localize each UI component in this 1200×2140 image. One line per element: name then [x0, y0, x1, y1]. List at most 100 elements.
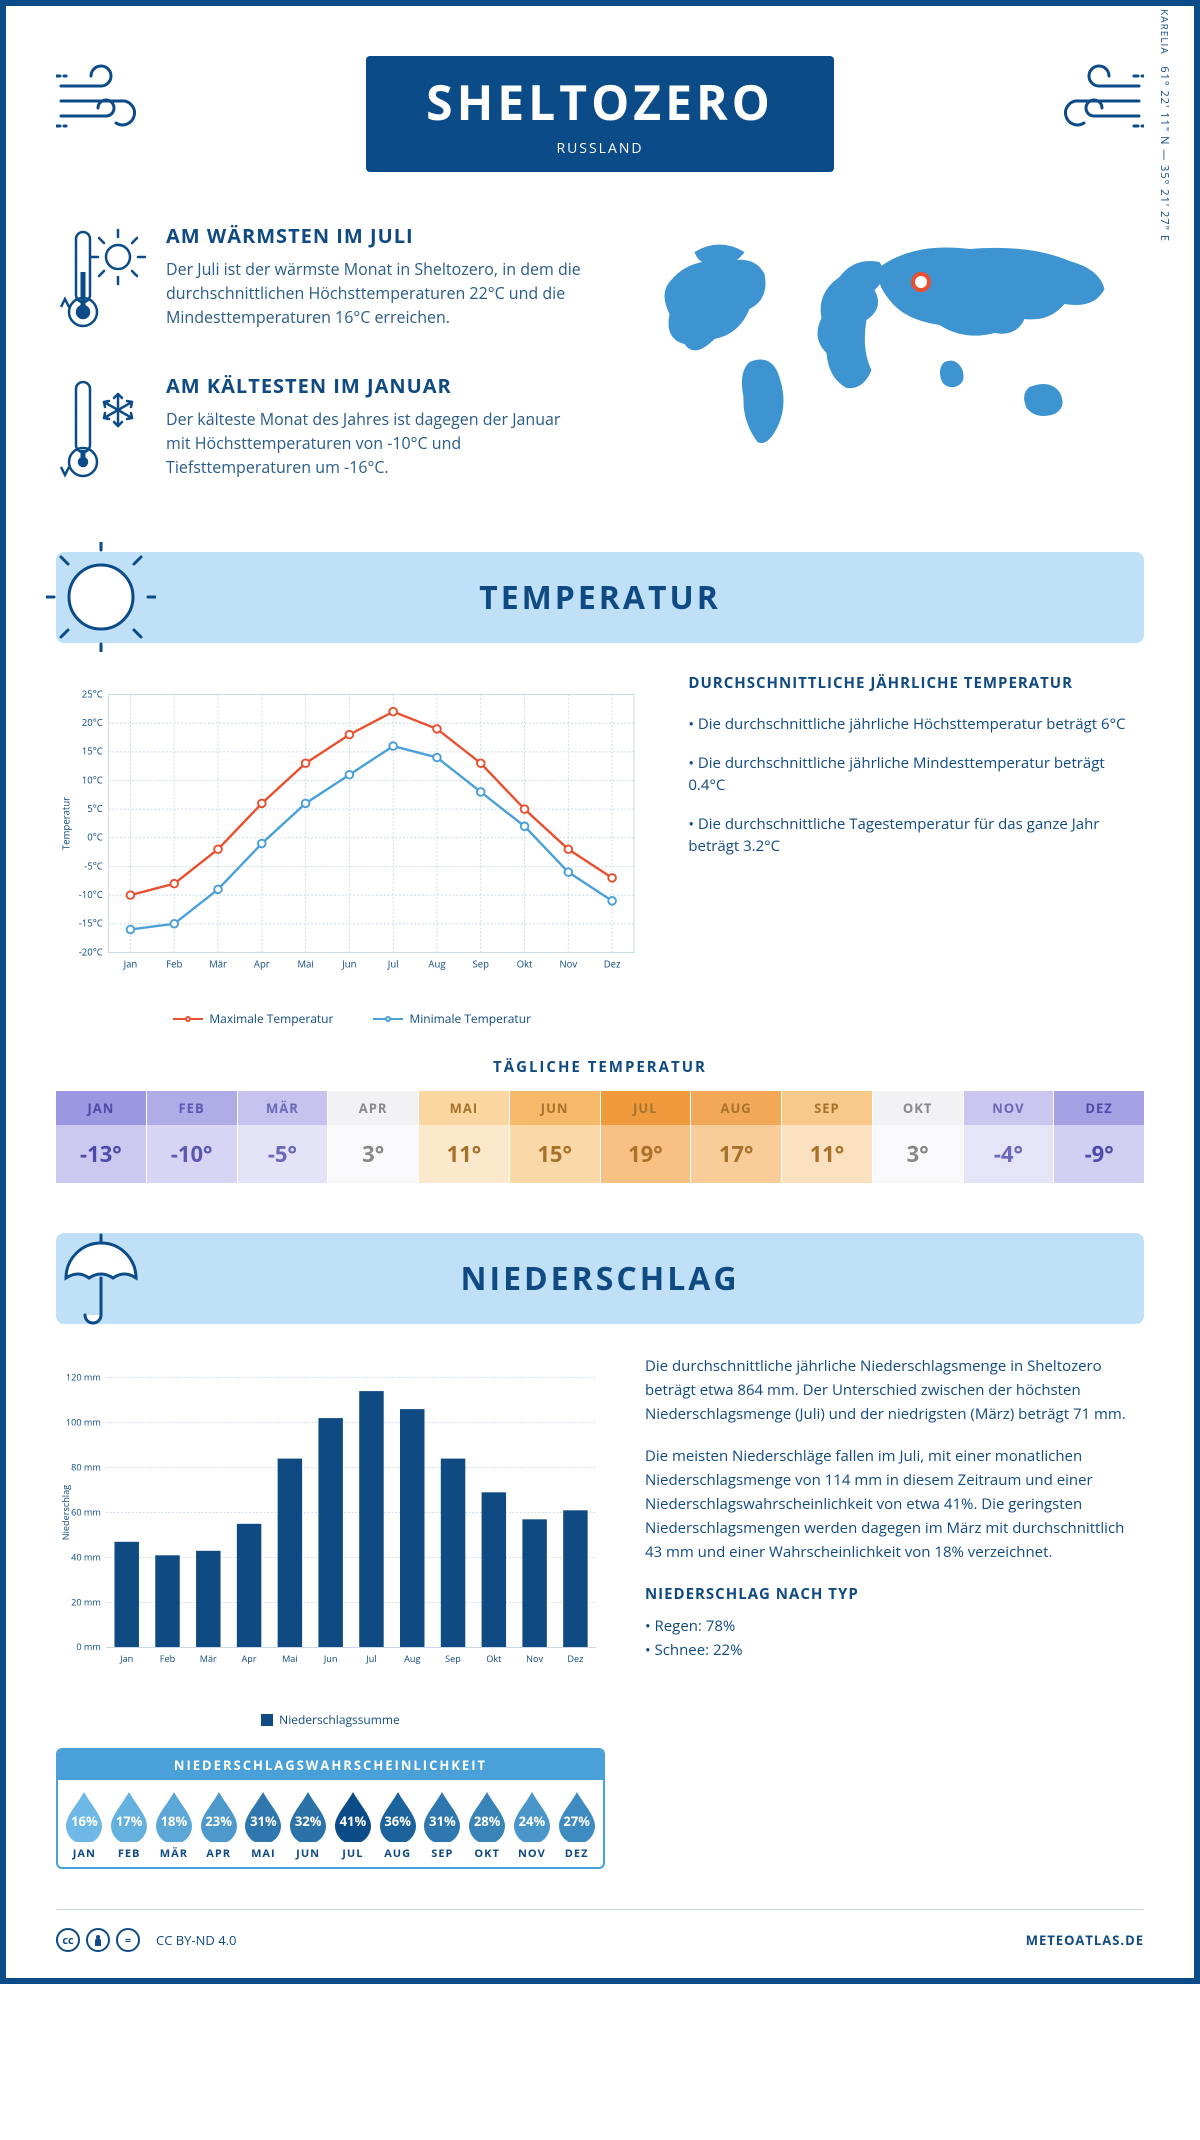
precipitation-row: 0 mm 20 mm 40 mm 60 mm 80 mm 100 mm 120 mm Nied… [56, 1354, 1144, 1869]
svg-text:5°C: 5°C [87, 802, 103, 815]
svg-text:120 mm: 120 mm [66, 1370, 101, 1383]
fact-warmest: AM WÄRMSTEN IM JULI Der Juli ist der wär… [56, 222, 585, 342]
probability-title: NIEDERSCHLAGSWAHRSCHEINLICHKEIT [58, 1750, 603, 1780]
fact-text: Der Juli ist der wärmste Monat in Shelto… [166, 257, 585, 329]
probability-cell: 36% AUG [375, 1790, 420, 1861]
svg-text:Mär: Mär [209, 958, 227, 971]
daily-temp-cell: JUN 15° [510, 1091, 601, 1183]
raindrop-icon: 41% [331, 1790, 375, 1842]
fact-text: Der kälteste Monat des Jahres ist dagege… [166, 407, 585, 479]
svg-text:80 mm: 80 mm [71, 1460, 101, 1473]
svg-text:0°C: 0°C [87, 831, 103, 844]
daily-temp-cell: OKT 3° [873, 1091, 964, 1183]
summary-bullet: • Die durchschnittliche jährliche Mindes… [688, 752, 1144, 797]
raindrop-icon: 23% [197, 1790, 241, 1842]
daily-temp-title: TÄGLICHE TEMPERATUR [56, 1057, 1144, 1077]
nd-icon: = [116, 1928, 140, 1952]
raindrop-icon: 24% [510, 1790, 554, 1842]
raindrop-icon: 31% [420, 1790, 464, 1842]
svg-text:-10°C: -10°C [79, 888, 103, 901]
fact-title: AM WÄRMSTEN IM JULI [166, 222, 585, 249]
svg-text:100 mm: 100 mm [66, 1415, 101, 1428]
thermometer-snow-icon [56, 372, 146, 492]
precip-paragraph: Die durchschnittliche jährliche Niedersc… [645, 1354, 1144, 1426]
daily-temp-cell: MÄR -5° [238, 1091, 329, 1183]
summary-title: DURCHSCHNITTLICHE JÄHRLICHE TEMPERATUR [688, 673, 1144, 693]
probability-cell: 28% OKT [465, 1790, 510, 1861]
raindrop-icon: 18% [152, 1790, 196, 1842]
probability-cell: 23% APR [196, 1790, 241, 1861]
svg-text:Jul: Jul [387, 958, 399, 971]
temperature-line-chart: -20°C-15°C-10°C-5°C0°C5°C10°C15°C20°C25°… [56, 673, 648, 1027]
svg-text:Dez: Dez [604, 958, 621, 971]
svg-text:Temperatur: Temperatur [59, 797, 72, 850]
svg-text:-20°C: -20°C [79, 945, 103, 958]
svg-text:-5°C: -5°C [84, 859, 103, 872]
daily-temp-cell: AUG 17° [691, 1091, 782, 1183]
header: SHELTOZERO RUSSLAND [56, 46, 1144, 202]
raindrop-icon: 36% [376, 1790, 420, 1842]
precip-type-bullet: • Schnee: 22% [645, 1638, 1144, 1662]
svg-text:Okt: Okt [517, 958, 533, 971]
umbrella-icon [46, 1223, 156, 1333]
wind-icon [56, 56, 166, 151]
svg-text:Sep: Sep [473, 958, 490, 971]
chart-legend: Niederschlagssumme [56, 1711, 605, 1728]
svg-text:10°C: 10°C [82, 773, 103, 786]
cc-icon: cc [56, 1928, 80, 1952]
title-block: SHELTOZERO RUSSLAND [366, 56, 834, 172]
license-text: CC BY-ND 4.0 [156, 1931, 236, 1949]
svg-text:Aug: Aug [428, 958, 445, 971]
sun-icon [46, 542, 156, 652]
precip-type-title: NIEDERSCHLAG NACH TYP [645, 1582, 1144, 1606]
summary-row: AM WÄRMSTEN IM JULI Der Juli ist der wär… [56, 222, 1144, 522]
svg-text:Apr: Apr [254, 958, 270, 971]
svg-text:Feb: Feb [166, 958, 182, 971]
probability-cell: 16% JAN [62, 1790, 107, 1861]
svg-text:60 mm: 60 mm [71, 1505, 101, 1518]
thermometer-sun-icon [56, 222, 146, 342]
site-name: METEOATLAS.DE [1026, 1931, 1144, 1949]
daily-temp-cell: NOV -4° [964, 1091, 1055, 1183]
svg-text:Nov: Nov [559, 958, 577, 971]
page-title: SHELTOZERO [426, 70, 774, 135]
svg-text:Feb: Feb [160, 1652, 176, 1665]
svg-text:Jun: Jun [323, 1652, 338, 1665]
precip-type-bullet: • Regen: 78% [645, 1614, 1144, 1638]
summary-bullet: • Die durchschnittliche jährliche Höchst… [688, 713, 1144, 736]
svg-text:25°C: 25°C [82, 687, 103, 700]
svg-text:Apr: Apr [242, 1652, 257, 1665]
probability-cell: 41% JUL [331, 1790, 376, 1861]
by-icon [86, 1928, 110, 1952]
chart-legend: Maximale TemperaturMinimale Temperatur [56, 1010, 648, 1027]
raindrop-icon: 27% [555, 1790, 599, 1842]
svg-text:40 mm: 40 mm [71, 1550, 101, 1563]
svg-text:Okt: Okt [486, 1652, 502, 1665]
summary-bullet: • Die durchschnittliche Tagestemperatur … [688, 813, 1144, 858]
svg-text:Jul: Jul [365, 1652, 376, 1665]
svg-text:Mär: Mär [200, 1652, 217, 1665]
raindrop-icon: 17% [107, 1790, 151, 1842]
svg-text:Nov: Nov [526, 1652, 543, 1665]
section-title: TEMPERATUR [56, 576, 1144, 619]
svg-text:Jun: Jun [341, 958, 356, 971]
svg-text:Aug: Aug [404, 1652, 420, 1665]
probability-cell: 27% DEZ [554, 1790, 599, 1861]
precip-paragraph: Die meisten Niederschläge fallen im Juli… [645, 1444, 1144, 1564]
raindrop-icon: 32% [286, 1790, 330, 1842]
raindrop-icon: 16% [62, 1790, 106, 1842]
footer: cc = CC BY-ND 4.0 METEOATLAS.DE [56, 1909, 1144, 1958]
svg-text:20 mm: 20 mm [71, 1595, 101, 1608]
daily-temp-strip: JAN -13°FEB -10°MÄR -5°APR 3°MAI 11°JUN … [56, 1091, 1144, 1183]
daily-temp-cell: APR 3° [328, 1091, 419, 1183]
daily-temp-cell: JAN -13° [56, 1091, 147, 1183]
svg-text:0 mm: 0 mm [76, 1640, 100, 1653]
country-label: RUSSLAND [426, 139, 774, 158]
wind-icon [1034, 56, 1144, 151]
probability-cell: 31% SEP [420, 1790, 465, 1861]
section-banner-precipitation: NIEDERSCHLAG [56, 1233, 1144, 1324]
daily-temp-cell: FEB -10° [147, 1091, 238, 1183]
raindrop-icon: 31% [241, 1790, 285, 1842]
svg-text:Jan: Jan [123, 958, 138, 971]
legend-item: Maximale Temperatur [173, 1010, 333, 1027]
